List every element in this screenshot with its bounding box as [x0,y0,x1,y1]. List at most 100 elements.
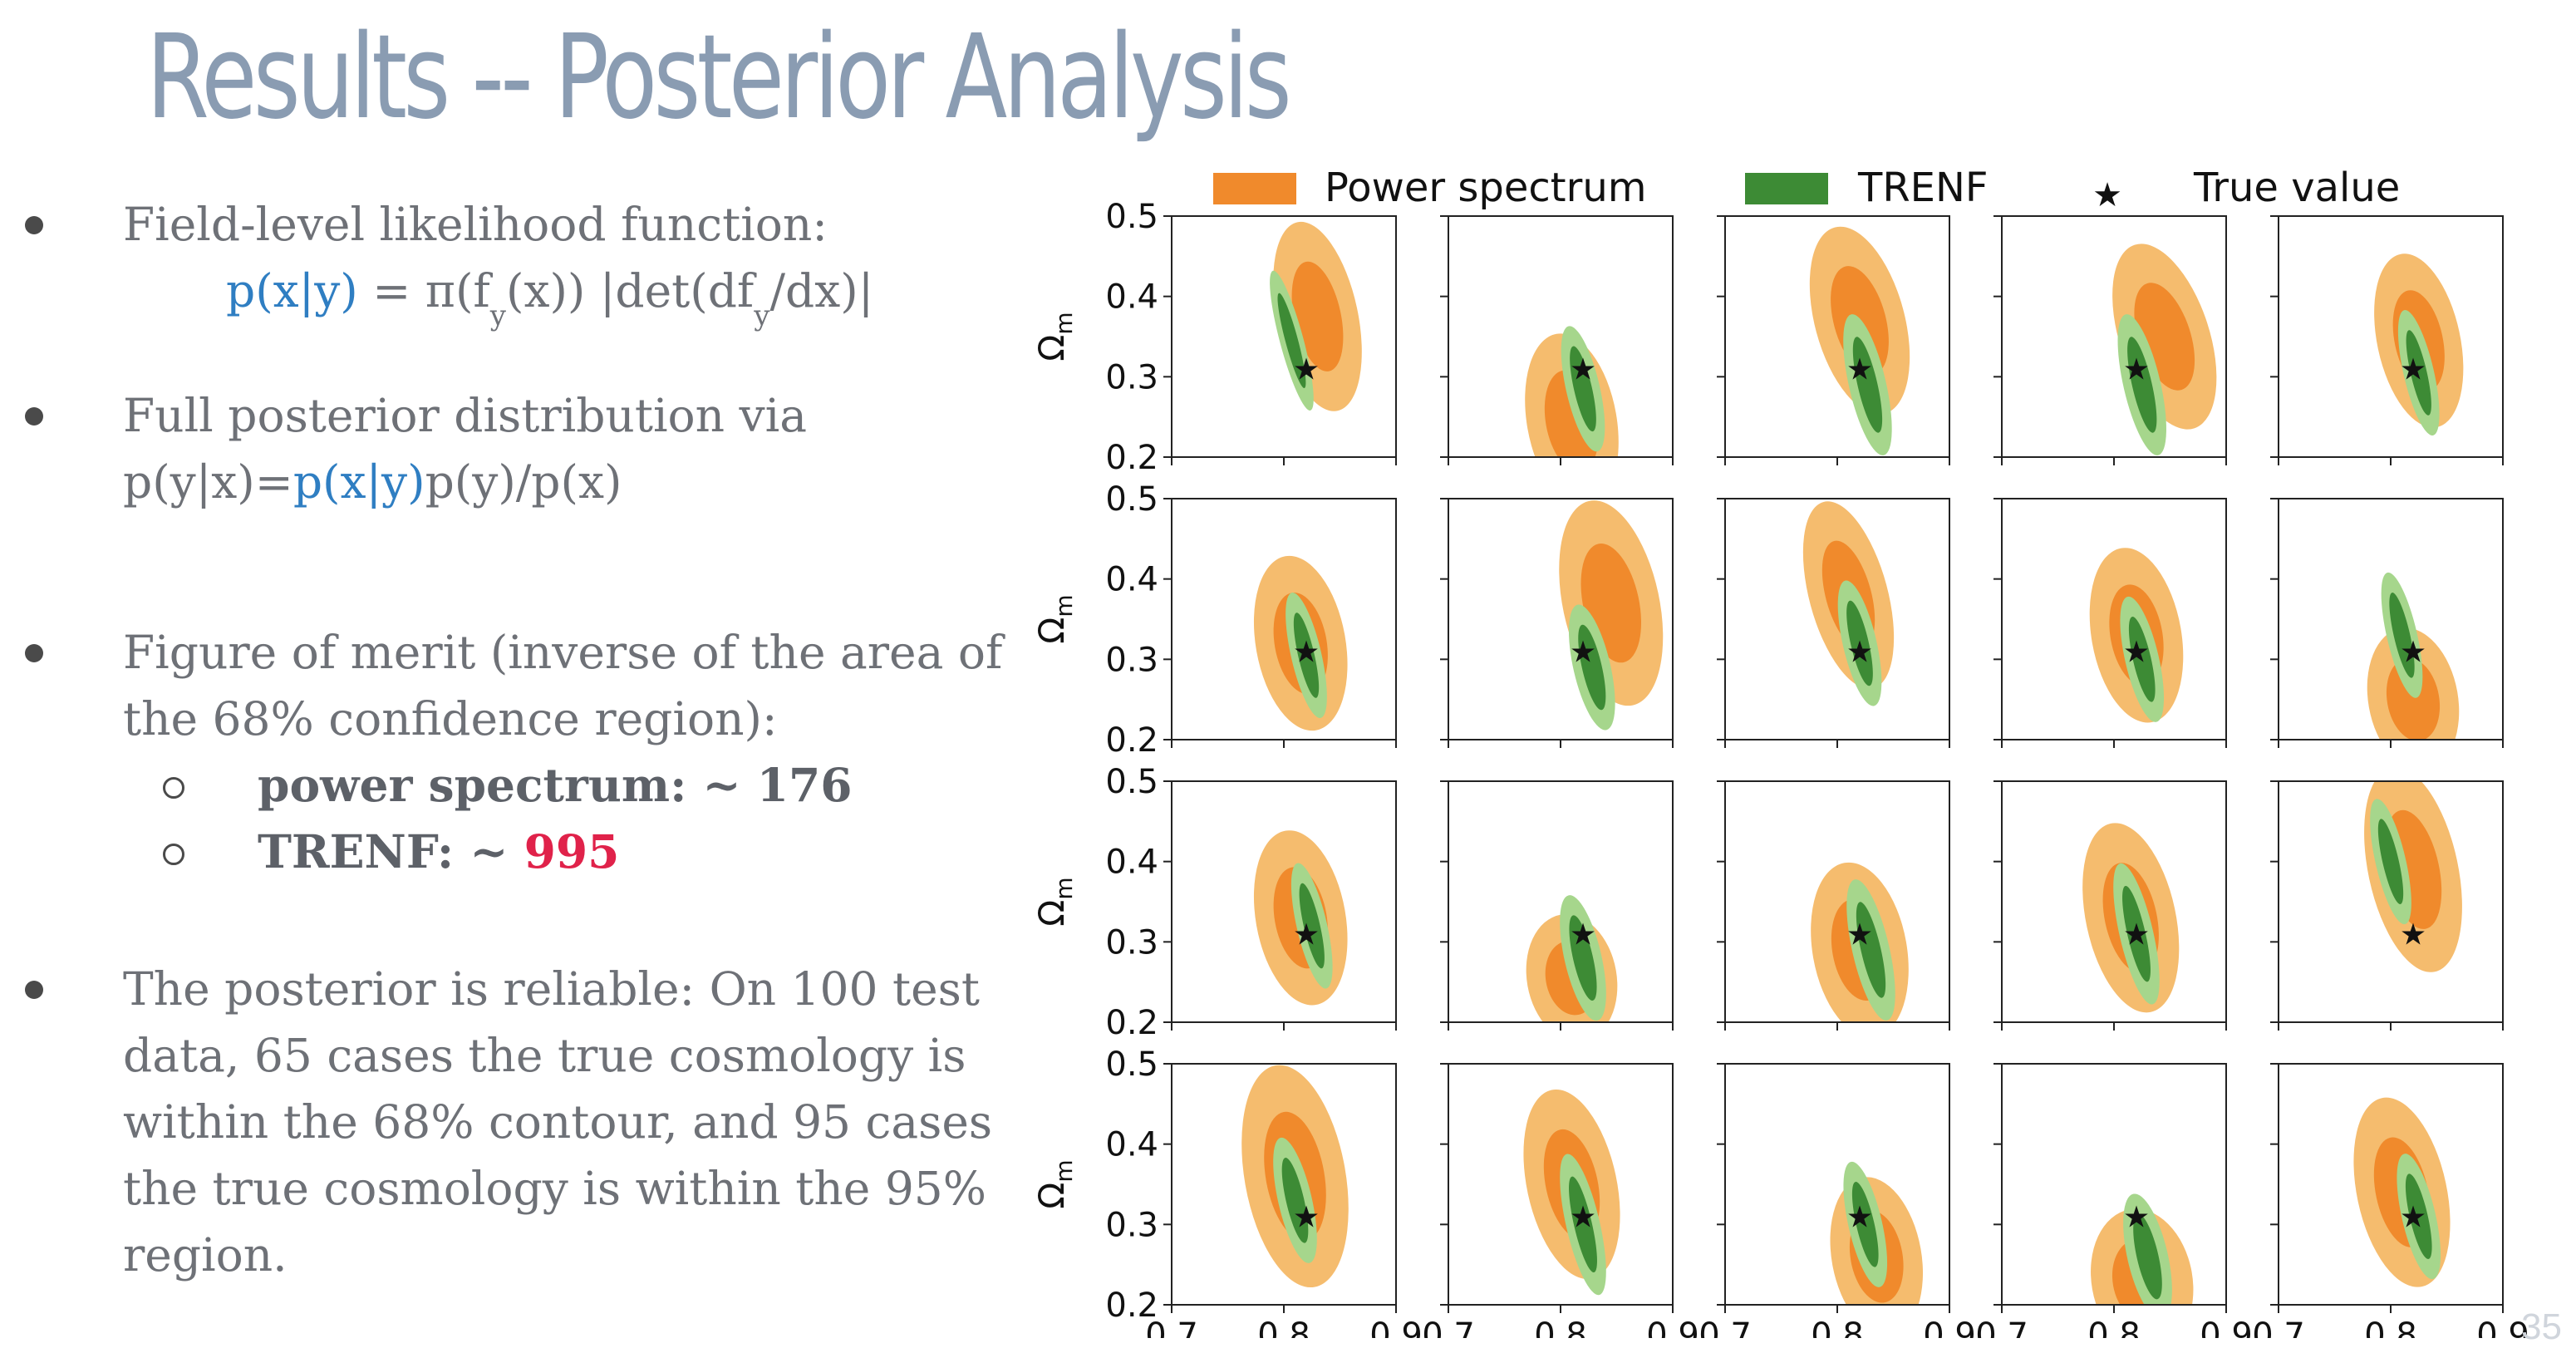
legend-swatch-power-spectrum [1213,173,1296,204]
bullet-dot [25,216,43,234]
true-value-star-icon: ★ [1570,636,1596,670]
trenf-68-contour [1578,624,1606,711]
page-number: 35 [2521,1306,2562,1347]
panel-1-1 [1270,221,1362,411]
y-tick-label: 0.4 [1105,1126,1158,1164]
true-value-star-icon: ★ [1846,353,1873,387]
true-value-star-icon: ★ [1293,353,1320,387]
y-tick-label: 0.5 [1105,763,1158,801]
formula-pxy: p(x|y) [226,264,358,317]
bullet-text: Full posterior distribution via p(y|x)=p… [123,382,1020,515]
power-spectrum-68-contour [2386,657,2441,740]
bullet-dot [25,407,43,426]
formula-part: /dx)| [769,264,874,317]
true-value-star-icon: ★ [2123,353,2150,387]
x-tick-label: 0.8 [2087,1316,2141,1338]
y-axis-label: Ωm [1031,1159,1078,1208]
x-tick-label: 0.9 [1646,1316,1699,1338]
y-axis-label: Ωm [1031,312,1078,361]
trenf-68-contour [2128,617,2156,702]
bullet-text: Field-level likelihood function: p(x|y) … [123,191,1020,332]
trenf-68-contour [1569,915,1597,1001]
bullet-dot [25,981,43,999]
true-value-star-icon: ★ [2400,1201,2426,1235]
y-tick-label: 0.5 [1105,198,1158,236]
x-tick-label: 0.7 [1975,1316,2028,1338]
x-tick-label: 0.8 [1534,1316,1587,1338]
true-value-star-icon: ★ [2123,636,2150,670]
trenf-68-contour [1293,613,1320,698]
y-tick-label: 0.3 [1105,923,1158,962]
panel-4-4 [2091,1193,2194,1305]
x-tick-label: 0.9 [1369,1316,1423,1338]
formula-part: (x)) |det(df [505,264,755,317]
true-value-star-icon: ★ [2400,918,2426,952]
legend-swatch-trenf [1745,173,1828,204]
true-value-star-icon: ★ [1846,918,1873,952]
bullet-text: Figure of merit (inverse of the area of … [123,626,1003,745]
trenf-68-contour [1851,1182,1879,1267]
legend-label-power-spectrum: Power spectrum [1325,165,1647,211]
true-value-star-icon: ★ [2400,636,2426,670]
y-tick-label: 0.2 [1105,1004,1158,1042]
y-tick-label: 0.5 [1105,480,1158,519]
trenf-68-contour [1846,600,1873,686]
true-value-star-icon: ★ [1293,918,1320,952]
bullet-text: The posterior is reliable: On 100 test d… [123,962,993,1282]
formula-part: p(y)/p(x) [425,455,622,509]
y-tick-label: 0.4 [1105,844,1158,882]
true-value-star-icon: ★ [2123,918,2150,952]
y-tick-label: 0.4 [1105,561,1158,599]
subbullet-text: power spectrum: ~ 176 [258,758,853,812]
trenf-68-contour [1281,1158,1309,1243]
x-tick-label: 0.8 [1811,1316,1864,1338]
x-tick-label: 0.7 [1422,1316,1475,1338]
panel-3-5 [2364,781,2462,972]
bullet-posterior-label: Full posterior distribution via [123,389,808,442]
trenf-prefix: TRENF: ~ [258,824,524,878]
contour-grid-chart: Power spectrum TRENF ★ True value ★ 0.5 0.4 0.3… [1031,165,2529,1348]
formula-pxy: p(x|y) [293,455,425,509]
trenf-68-contour [2377,819,2404,904]
panel-4-5 [2353,1097,2451,1287]
trenf-68-contour [2406,330,2431,416]
y-tick-label: 0.2 [1105,1287,1158,1325]
trenf-68-contour [2122,885,2151,982]
formula-subscript: y [754,299,770,332]
trenf-68-contour [2127,337,2157,433]
y-tick-label: 0.2 [1105,721,1158,760]
panel-2-4 [2089,548,2184,723]
x-tick-label: 0.8 [1257,1316,1310,1338]
trenf-68-contour [1569,1176,1597,1273]
panel-3-4 [2082,823,2180,1013]
formula-subscript: y [489,299,506,332]
true-value-star-icon: ★ [1846,636,1873,670]
subbullet-circle [163,844,184,865]
true-value-star-icon: ★ [2123,1201,2150,1235]
bullet-likelihood-label: Field-level likelihood function: [123,198,828,251]
y-tick-label: 0.3 [1105,1206,1158,1244]
panel-3-2 [1526,895,1618,1022]
x-tick-label: 0.7 [1145,1316,1198,1338]
y-tick-label: 0.2 [1105,439,1158,477]
panel-3-3 [1811,862,1909,1022]
panel-4-3 [1830,1161,1924,1305]
posterior-formula: p(y|x)=p(x|y)p(y)/p(x) [123,449,1020,515]
formula-part: p(y|x)= [123,455,293,509]
panel-1-5 [2374,253,2464,435]
legend-label-trenf: TRENF [1857,165,1989,211]
trenf-68-contour [2405,1173,2432,1259]
trenf-68-contour [2133,1213,2162,1300]
true-value-star-icon: ★ [1570,918,1596,952]
panel-4-2 [1523,1089,1620,1296]
y-tick-label: 0.3 [1105,641,1158,679]
posterior-contour-figure: Power spectrum TRENF ★ True value ★ 0.5 0.4 0.3… [1014,158,2543,1348]
panel-2-5 [2367,572,2460,740]
true-value-star-icon: ★ [1846,1201,1873,1235]
subbullet-text: TRENF: ~ 995 [258,819,619,885]
trenf-68-contour [1852,337,1883,433]
formula-part: = π(f [357,264,490,317]
trenf-68-contour [1299,883,1325,969]
trenf-68-contour [1570,346,1596,432]
panel-2-3 [1802,501,1895,706]
